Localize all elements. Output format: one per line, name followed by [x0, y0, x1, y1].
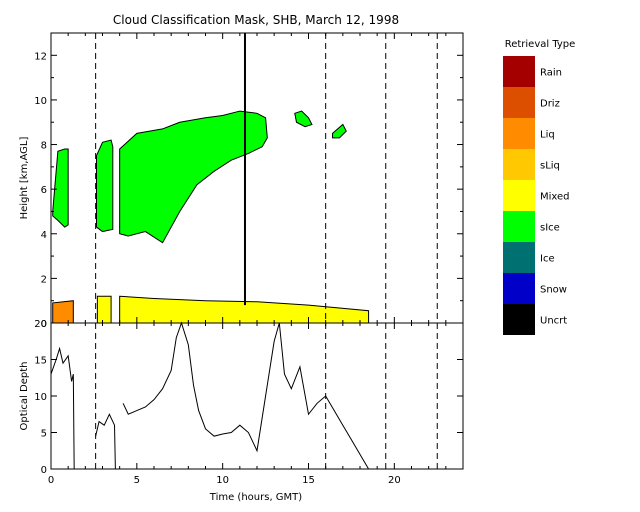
bottom-ylabel: Optical Depth: [19, 362, 30, 431]
cloud-layer-mixed: [96, 295, 112, 324]
y-tick-label: 2: [41, 274, 47, 285]
top-ylabel: Height [km,AGL]: [19, 137, 30, 220]
legend-swatch-liq: [503, 118, 535, 149]
legend-swatch-sliq: [503, 149, 535, 180]
chart-title: Cloud Classification Mask, SHB, March 12…: [113, 13, 399, 27]
legend-label-uncrt: Uncrt: [540, 316, 567, 327]
cloud-layer-liq: [52, 300, 74, 324]
y-tick-label: 8: [41, 141, 47, 152]
x-tick-label: 10: [216, 475, 229, 486]
legend-label-rain: Rain: [540, 68, 562, 79]
legend-label-driz: Driz: [540, 99, 560, 110]
x-tick-label: 5: [134, 475, 140, 486]
optical-depth-line: [122, 321, 370, 470]
y-tick-label: 20: [34, 319, 47, 330]
bottom-xlabel: Time (hours, GMT): [209, 492, 303, 503]
cloud-layer-sice: [294, 110, 313, 128]
y-tick-label: 4: [41, 230, 47, 241]
cloud-layer-sice: [95, 139, 114, 233]
legend-swatch-driz: [503, 87, 535, 118]
legend-swatch-uncrt: [503, 304, 535, 335]
optical-depth-line: [50, 346, 75, 470]
cloud-layer-sice: [119, 110, 268, 244]
legend-label-snow: Snow: [540, 285, 567, 296]
legend-label-sice: sIce: [540, 223, 560, 234]
y-tick-label: 10: [34, 96, 47, 107]
cloud-layer-sice: [332, 123, 347, 139]
x-tick-label: 15: [302, 475, 315, 486]
y-tick-label: 0: [41, 319, 47, 330]
legend-swatch-rain: [503, 56, 535, 87]
legend-swatch-sice: [503, 211, 535, 242]
legend-swatch-ice: [503, 242, 535, 273]
x-tick-label: 0: [48, 475, 54, 486]
legend-label-liq: Liq: [540, 130, 555, 141]
legend-label-ice: Ice: [540, 254, 555, 265]
legend-label-sliq: sLiq: [540, 161, 560, 172]
legend-swatch-snow: [503, 273, 535, 304]
optical-depth-line: [95, 413, 116, 470]
y-tick-label: 15: [34, 356, 47, 367]
cloud-layer-sice: [52, 148, 69, 228]
bottom-plot-frame: [50, 322, 464, 470]
legend-swatch-mixed: [503, 180, 535, 211]
x-tick-label: 20: [388, 475, 401, 486]
y-tick-label: 12: [34, 51, 47, 62]
y-tick-label: 5: [41, 429, 47, 440]
legend-label-mixed: Mixed: [540, 192, 570, 203]
y-tick-label: 6: [41, 185, 47, 196]
y-tick-label: 10: [34, 392, 47, 403]
legend-title: Retrieval Type: [505, 39, 576, 50]
y-tick-label: 0: [41, 465, 47, 476]
